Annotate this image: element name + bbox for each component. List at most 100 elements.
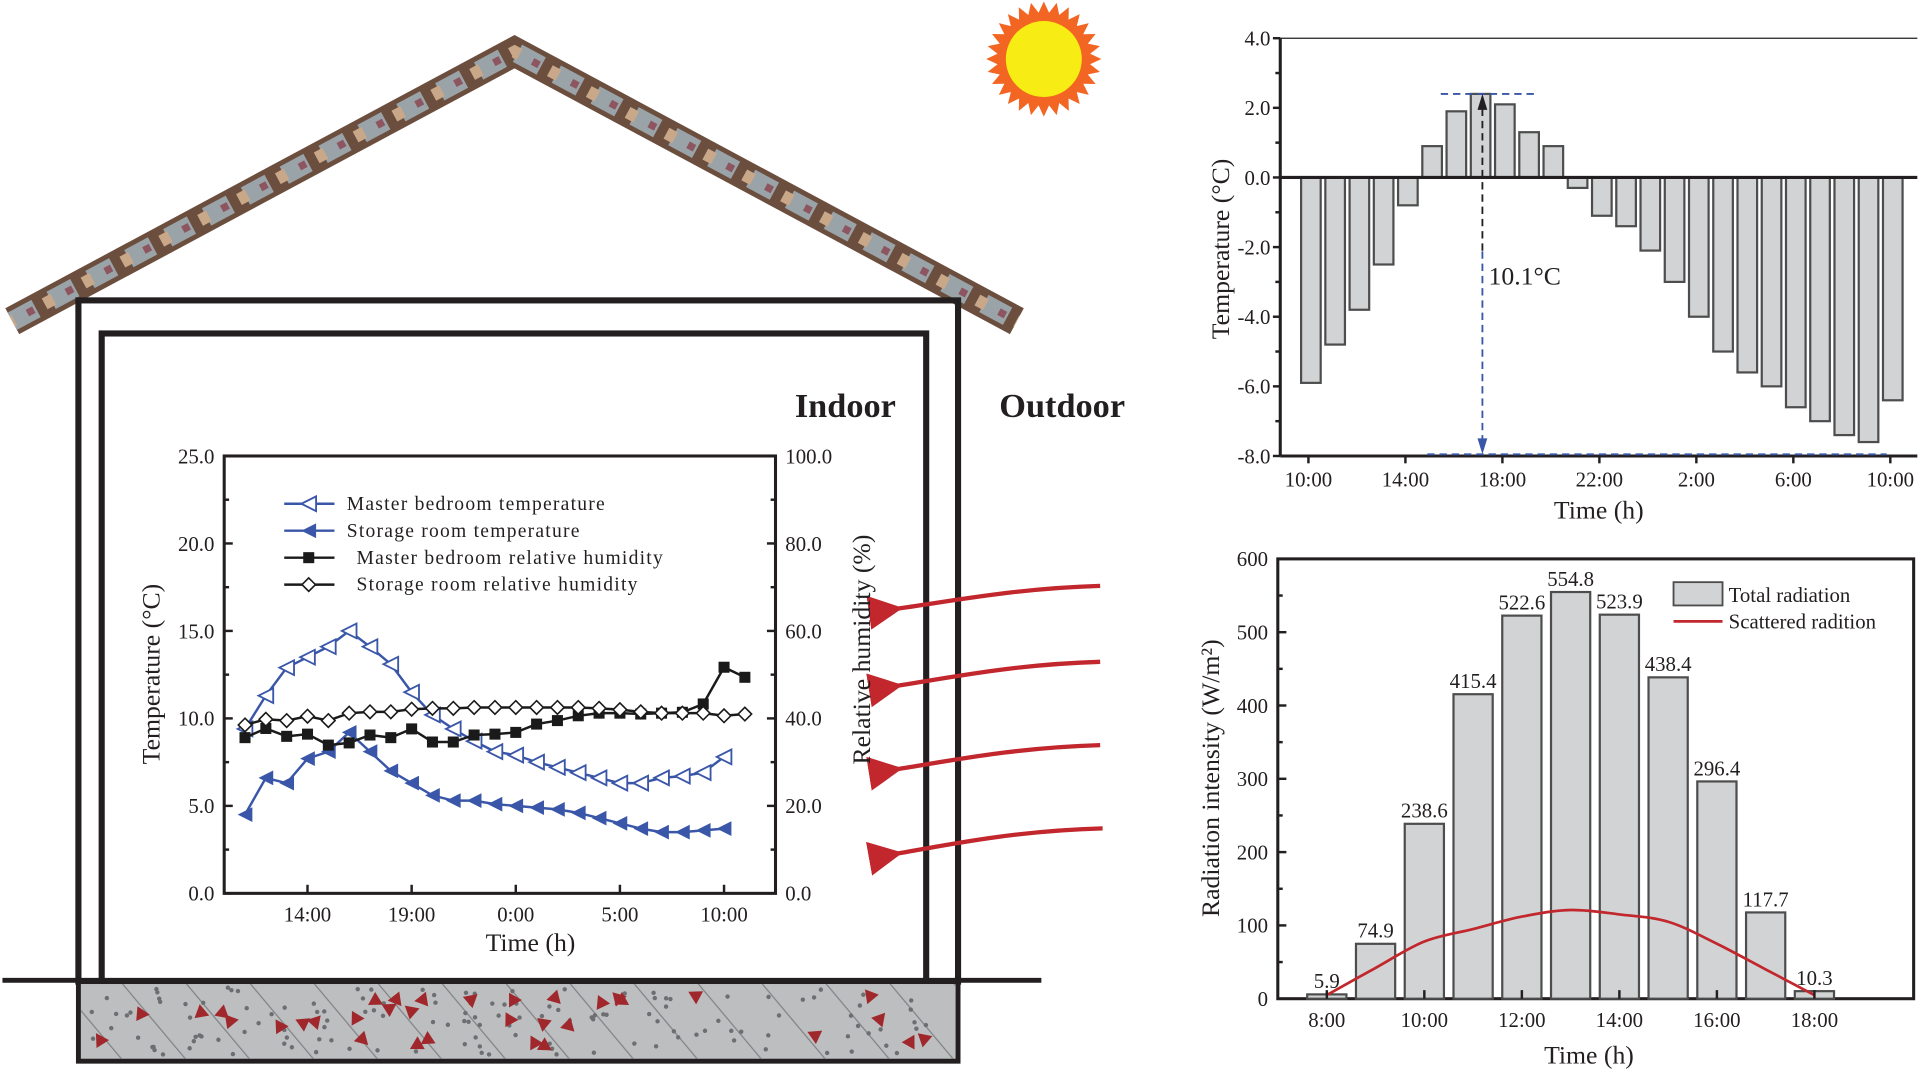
aggregate-triangle (530, 1035, 544, 1051)
gravel-dot (314, 1009, 320, 1015)
gravel-dot (861, 992, 866, 997)
data-point (298, 648, 316, 667)
gravel-dot (380, 1013, 386, 1018)
data-point (402, 683, 420, 701)
gravel-dot (473, 1035, 478, 1040)
heat-arrow (866, 583, 1101, 630)
gravel-dot (191, 1038, 197, 1044)
data-point (382, 703, 399, 720)
gravel-dot (539, 1013, 545, 1019)
bar (1518, 131, 1540, 179)
gravel-dot (849, 1049, 854, 1054)
gravel-dot (878, 1027, 883, 1032)
gravel-dot (646, 1011, 652, 1017)
bar-value-label: 554.8 (1547, 567, 1594, 591)
gravel-dot (317, 1037, 322, 1042)
legend-item: Storage room relative humidity (284, 575, 637, 596)
gravel-dot (671, 1029, 677, 1034)
legend-item: Total radiation (1672, 581, 1851, 607)
gravel-dot (235, 988, 241, 994)
legend-item: Storage room temperature (284, 521, 579, 542)
legend-label: Total radiation (1729, 583, 1851, 607)
indoor-label: Indoor (795, 387, 896, 425)
gravel-dot (462, 1018, 467, 1024)
y2-tick-label: 20.0 (785, 794, 821, 818)
bar-value-label: 523.9 (1596, 590, 1643, 614)
gravel-dot (716, 1018, 721, 1024)
data-point (591, 700, 607, 717)
gravel-dot (242, 1029, 247, 1035)
gravel-dot (128, 1010, 133, 1015)
gravel-dot (884, 1043, 889, 1048)
gravel-dot (109, 1025, 114, 1031)
gravel-dot (562, 987, 567, 992)
data-point (572, 710, 584, 722)
gravel-dot (725, 994, 730, 999)
gravel-dot (375, 1048, 380, 1053)
gravel-dot (824, 1050, 830, 1056)
aggregate-triangle (917, 1033, 933, 1048)
y-tick-label: 0.0 (1244, 166, 1270, 190)
y-tick-label: -6.0 (1238, 375, 1271, 399)
x-tick-label: 10:00 (1285, 468, 1332, 492)
gravel-dot (477, 1044, 483, 1049)
legend-label: Scattered radition (1729, 610, 1877, 634)
x-tick-label: 14:00 (284, 903, 331, 927)
x-tick-label: 5:00 (601, 903, 638, 927)
aggregate-triangle (306, 1015, 321, 1030)
indoor-chart: 0.0 5.0 10.0 15.0 20.0 25.0 0.0 20.0 40.0 60.0 80.… (136, 444, 876, 957)
gravel-dot (193, 1034, 198, 1039)
aggregate-triangle (404, 1005, 420, 1020)
data-point (362, 744, 378, 759)
data-point (339, 622, 358, 640)
aggregate-triangle (136, 1006, 150, 1022)
gravel-dot (811, 995, 817, 1000)
x-tick-label: 14:00 (1596, 1008, 1643, 1032)
gravel-dot (556, 1007, 561, 1013)
gravel-dot (702, 1028, 708, 1033)
bar-value-label: 10.3 (1796, 966, 1832, 990)
gravel-dot (914, 1026, 919, 1031)
data-point (279, 775, 295, 791)
data-point (322, 739, 334, 751)
data-point (299, 494, 318, 513)
data-point (443, 720, 462, 738)
gravel-dot (369, 987, 374, 992)
legend-item: Master bedroom temperature (284, 494, 605, 515)
y2-tick-label: 60.0 (785, 619, 821, 643)
gravel-dot (347, 1046, 352, 1052)
data-point (487, 796, 503, 812)
bar (1421, 145, 1444, 179)
bar (1712, 176, 1734, 353)
aggregate-triangle (353, 1030, 369, 1046)
x-tick-label: 14:00 (1382, 468, 1429, 492)
y-tick-label: -2.0 (1238, 235, 1271, 259)
data-point (716, 707, 732, 724)
bar (1881, 176, 1904, 402)
aggregate-triangle (901, 1034, 915, 1050)
data-point (633, 821, 649, 836)
y-tick-label: 100 (1237, 914, 1268, 938)
bar (1736, 176, 1759, 374)
gravel-dot (325, 1018, 330, 1023)
y-tick-label: 400 (1237, 694, 1268, 718)
gravel-dot (510, 988, 515, 994)
gravel-dot (282, 1041, 287, 1046)
gravel-dot (912, 1020, 917, 1025)
gravel-dot (463, 1010, 468, 1016)
data-point (632, 703, 649, 720)
data-point (737, 706, 753, 722)
gravel-dot (694, 1032, 699, 1037)
aggregate-triangle (612, 992, 627, 1007)
x-tick-label: 8:00 (1308, 1008, 1345, 1032)
gravel-dot (517, 1015, 522, 1020)
series-master-bedroom-temperature (235, 622, 733, 792)
data-point (631, 774, 650, 792)
gravel-dot (256, 1021, 261, 1026)
bar (1696, 780, 1738, 1000)
bar (1598, 613, 1641, 1000)
x-axis-title: Time (h) (1544, 1041, 1634, 1070)
bar (1354, 942, 1397, 1000)
data-point (589, 769, 608, 787)
